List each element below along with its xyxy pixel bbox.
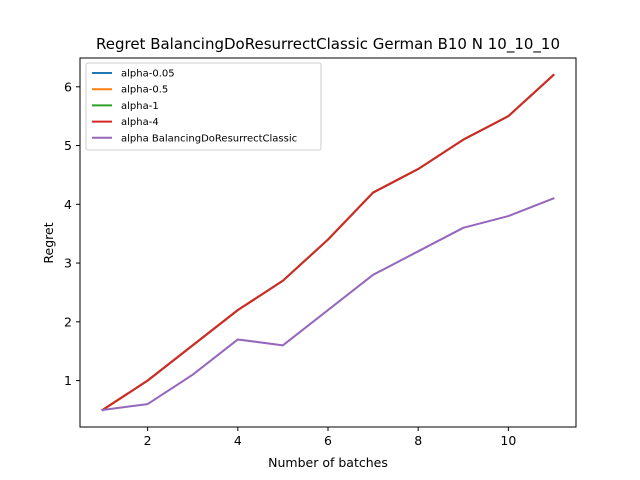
plot-area xyxy=(79,57,577,428)
legend-label: alpha-4 xyxy=(121,117,159,128)
y-tick-label: 4 xyxy=(64,197,72,212)
y-axis: 1 2 3 4 5 6 xyxy=(64,79,80,388)
series-line-3 xyxy=(101,73,555,412)
y-tick-label: 6 xyxy=(64,79,72,94)
y-axis-label: Regret xyxy=(41,222,56,263)
y-tick-label: 1 xyxy=(64,373,72,388)
legend: alpha-0.05 alpha-0.5 alpha-1 alpha-4 alpha B… xyxy=(85,62,322,151)
x-axis: 2 4 6 8 10 xyxy=(144,427,516,448)
series-line-4 xyxy=(101,197,555,412)
x-tick-label: 8 xyxy=(414,433,422,448)
y-tick-label: 2 xyxy=(64,314,72,329)
x-tick-label: 6 xyxy=(324,433,332,448)
y-tick-label: 5 xyxy=(64,138,72,153)
x-axis-label: Number of batches xyxy=(268,455,388,470)
legend-label: alpha BalancingDoResurrectClassic xyxy=(121,133,297,144)
legend-box xyxy=(85,62,322,151)
x-tick-label: 4 xyxy=(234,433,242,448)
legend-label: alpha-0.5 xyxy=(121,85,168,96)
x-tick-label: 2 xyxy=(144,433,152,448)
y-tick-label: 3 xyxy=(64,256,72,271)
chart-title: Regret BalancingDoResurrectClassic Germa… xyxy=(96,35,560,54)
x-tick-label: 10 xyxy=(500,433,516,448)
legend-label: alpha-0.05 xyxy=(121,69,175,80)
legend-label: alpha-1 xyxy=(121,101,159,112)
